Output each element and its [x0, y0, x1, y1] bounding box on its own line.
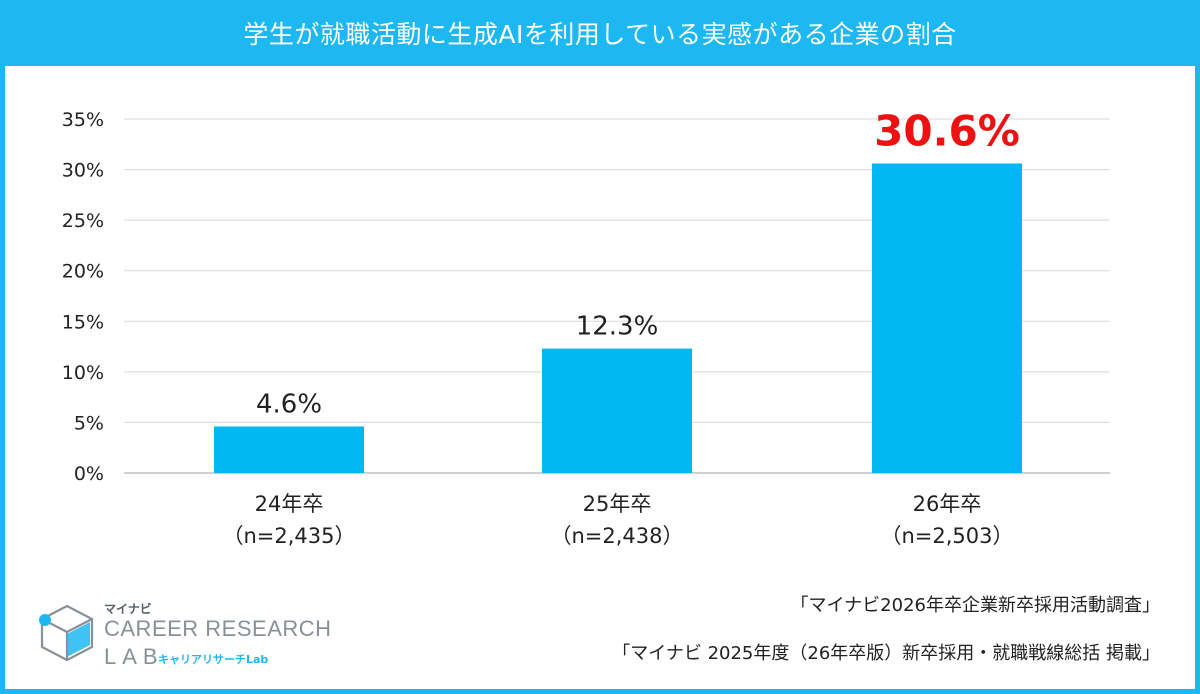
logo-subtitle: キャリアリサーチLab	[158, 653, 269, 666]
source-note-1: 「マイナビ2026年卒企業新卒採用活動調査」	[790, 595, 1160, 616]
y-tick-label: 20%	[62, 261, 104, 283]
value-labels: 4.6% 12.3% 30.6%	[256, 107, 1020, 420]
cube-logo-icon	[39, 604, 94, 662]
source-note-2: 「マイナビ 2025年度（26年卒版）新卒採用・就職戦線総括 掲載」	[612, 643, 1160, 664]
value-label: 30.6%	[874, 107, 1020, 156]
x-category-label: 26年卒	[913, 492, 982, 516]
x-sample-size-label: （n=2,503）	[880, 524, 1013, 548]
x-sample-size-label: （n=2,438）	[550, 524, 683, 548]
chart-title: 学生が就職活動に生成AIを利用している実感がある企業の割合	[243, 20, 957, 49]
y-tick-label: 0%	[74, 463, 104, 485]
bar-1	[214, 426, 364, 473]
x-axis-labels: 24年卒 （n=2,435） 25年卒 （n=2,438） 26年卒 （n=2,503）	[222, 492, 1013, 548]
bar-chart: 0% 5% 10% 15% 20% 25% 30% 35% 4.6% 12.3% 30.6% 24…	[62, 107, 1110, 548]
y-tick-label: 30%	[62, 160, 104, 182]
x-category-label: 24年卒	[255, 492, 324, 516]
y-tick-label: 10%	[62, 362, 104, 384]
y-axis-ticks: 0% 5% 10% 15% 20% 25% 30% 35%	[62, 109, 104, 485]
y-tick-label: 25%	[62, 210, 104, 232]
y-tick-label: 15%	[62, 311, 104, 333]
value-label: 12.3%	[576, 312, 659, 342]
logo-title-line1: CAREER RESEARCH	[104, 616, 332, 641]
y-tick-label: 35%	[62, 109, 104, 131]
bar-3	[872, 163, 1022, 473]
logo-brand: マイナビ	[104, 602, 152, 616]
logo-title-line2: LAB	[104, 644, 164, 669]
x-category-label: 25年卒	[583, 492, 652, 516]
header-bar: 学生が就職活動に生成AIを利用している実感がある企業の割合	[0, 0, 1200, 66]
bar-2	[542, 348, 692, 473]
value-label: 4.6%	[256, 389, 322, 419]
bars	[214, 163, 1022, 473]
career-research-lab-logo: マイナビ CAREER RESEARCH LAB キャリアリサーチLab	[36, 600, 331, 672]
x-sample-size-label: （n=2,435）	[222, 524, 355, 548]
y-tick-label: 5%	[74, 412, 104, 434]
